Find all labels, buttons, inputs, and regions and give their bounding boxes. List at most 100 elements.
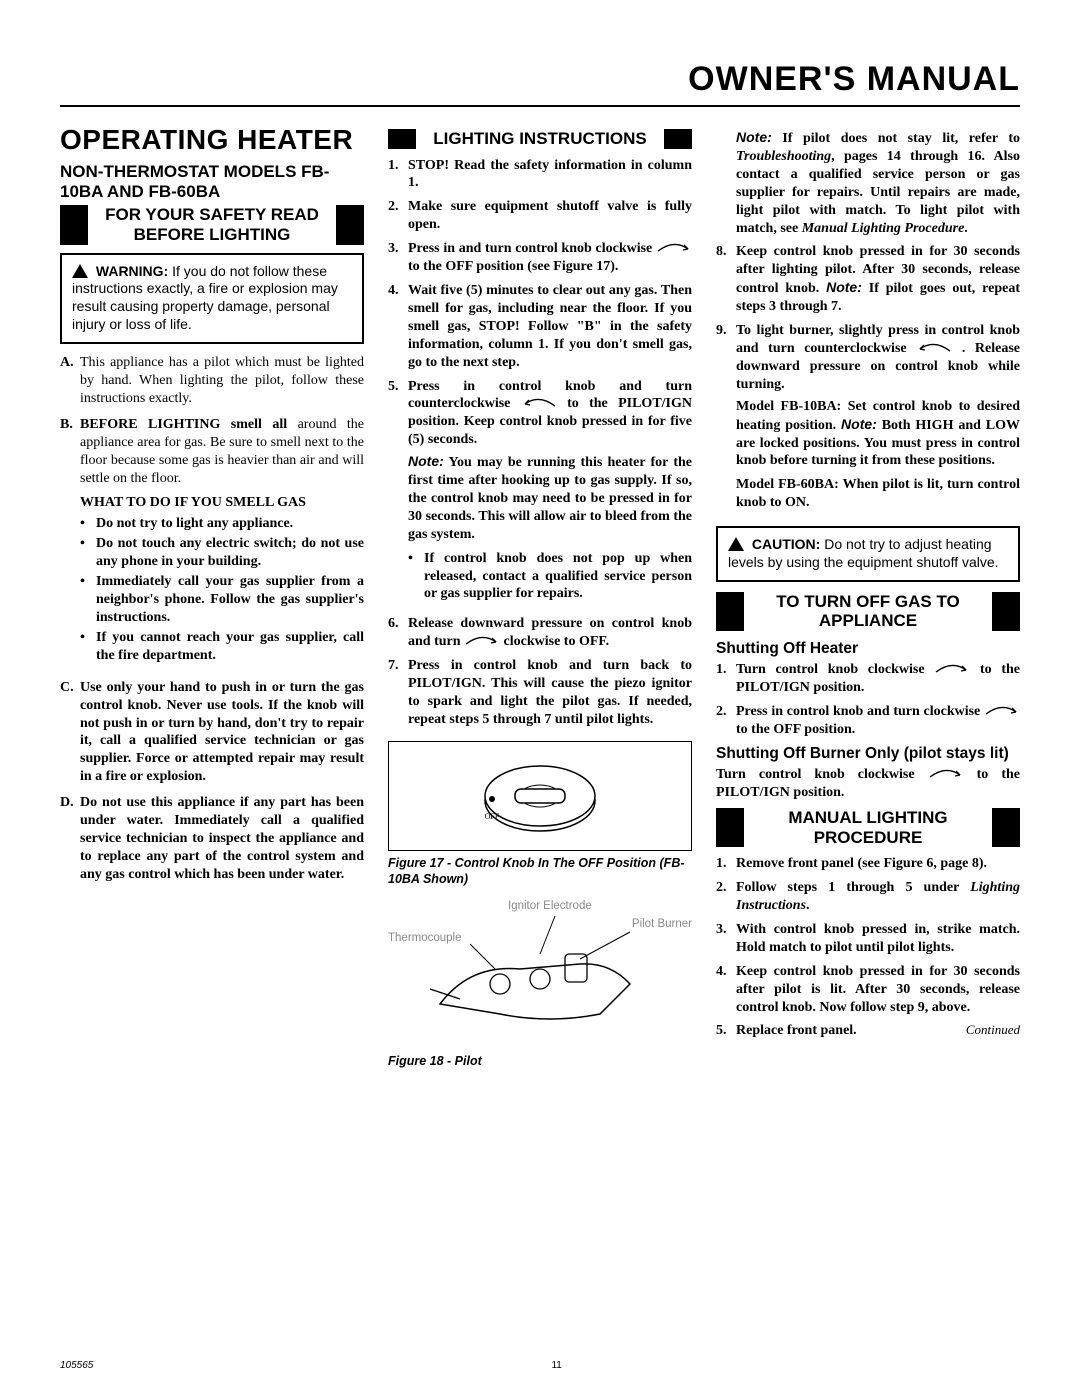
item-b-body: BEFORE LIGHTING smell all around the app… <box>80 416 364 671</box>
heading-shut-burner: Shutting Off Burner Only (pilot stays li… <box>716 744 1020 764</box>
bullet-b3: Immediately call your gas supplier from … <box>80 573 364 627</box>
item-a-text: This appliance has a pilot which must be… <box>80 354 364 408</box>
document-title: Owner's Manual <box>60 60 1020 107</box>
note-label: Note: <box>736 129 772 145</box>
step-5-text: Press in control knob and turn countercl… <box>408 379 692 448</box>
m2a: Follow steps 1 through 5 under <box>736 880 970 895</box>
warning-box: WARNING: If you do not follow these inst… <box>60 253 364 345</box>
item-b-lead: BEFORE LIGHTING smell all <box>80 417 287 432</box>
page-footer: 105565 11 <box>60 1360 1020 1371</box>
smell-gas-bullets: Do not try to light any appliance. Do no… <box>80 515 364 664</box>
shut-burner-text: Turn control knob clockwise to the PILOT… <box>716 766 1020 802</box>
figure-17-caption: Figure 17 - Control Knob In The OFF Posi… <box>388 855 692 887</box>
bullet-b3-text: Immediately call your gas supplier from … <box>96 573 364 627</box>
model2-label: Model FB-60BA: <box>736 477 839 492</box>
item-c: C.Use only your hand to push in or turn … <box>60 679 364 786</box>
step-5-bullet: If control knob does not pop up when rel… <box>408 550 692 604</box>
step-1-text: STOP! Read the safety information in col… <box>408 157 692 193</box>
arrow-cw-icon <box>928 767 964 781</box>
off2a: Press in control knob and turn clockwise <box>736 704 984 719</box>
note-label: Note: <box>841 416 877 432</box>
bullet-b4: If you cannot reach your gas supplier, c… <box>80 629 364 665</box>
column-1: OPERATING HEATER NON-THERMOSTAT MODELS F… <box>60 125 364 1077</box>
heading-operating-heater: OPERATING HEATER <box>60 125 364 154</box>
arrow-cw-icon <box>464 634 500 648</box>
off1-text: Turn control knob clockwise to the PILOT… <box>736 661 1020 697</box>
bullet-b4-text: If you cannot reach your gas supplier, c… <box>96 629 364 665</box>
m5-text: Replace front panel. <box>736 1022 857 1040</box>
step-5-bullet-text: If control knob does not pop up when rel… <box>424 550 692 604</box>
step-2-text: Make sure equipment shutoff valve is ful… <box>408 198 692 234</box>
arrow-ccw-icon <box>521 396 557 410</box>
arrow-cw-icon <box>984 704 1020 718</box>
step-8: 8. Keep control knob pressed in for 30 s… <box>716 243 1020 316</box>
heading-turnoff-band: TO TURN OFF GAS TO APPLIANCE <box>716 592 1020 631</box>
m-step-5: 5. Replace front panel. Continued <box>716 1022 1020 1040</box>
off2b: to the OFF position. <box>736 722 855 737</box>
top-note-e: . <box>964 221 968 236</box>
top-note-a: If pilot does not stay lit, refer to <box>772 131 1020 146</box>
footer-docnum: 105565 <box>60 1360 93 1371</box>
footer-pagenum: 11 <box>551 1360 561 1371</box>
bullet-b2: Do not touch any electric switch; do not… <box>80 535 364 571</box>
fig18-label-thermo: Thermocouple <box>388 931 462 946</box>
figure-17: OFF <box>388 741 692 851</box>
shutoff-steps: 1. Turn control knob clockwise to the PI… <box>716 661 1020 739</box>
step-3b: to the OFF position (see Figure 17). <box>408 259 618 274</box>
item-c-text: Use only your hand to push in or turn th… <box>80 679 364 786</box>
heading-safety-band: FOR YOUR SAFETY READ BEFORE LIGHTING <box>60 205 364 244</box>
safety-letter-list: A.This appliance has a pilot which must … <box>60 354 364 883</box>
item-b: B. BEFORE LIGHTING smell all around the … <box>60 416 364 671</box>
step-6: 6. Release downward pressure on control … <box>388 615 692 651</box>
caution-label: CAUTION: <box>752 536 820 552</box>
item-a: A.This appliance has a pilot which must … <box>60 354 364 408</box>
what-to-do-heading: WHAT TO DO IF YOU SMELL GAS <box>80 494 364 512</box>
m5-row: Replace front panel. Continued <box>736 1022 1020 1040</box>
warning-triangle-icon <box>72 264 88 278</box>
off2-text: Press in control knob and turn clockwise… <box>736 703 1020 739</box>
manual-steps: 1.Remove front panel (see Figure 6, page… <box>716 855 1020 1040</box>
step-5-body: Press in control knob and turn countercl… <box>408 378 692 610</box>
m3-text: With control knob pressed in, strike mat… <box>736 921 1020 957</box>
step-5-note-text: You may be running this heater for the f… <box>408 455 692 542</box>
step-9-model1: Model FB-10BA: Set control knob to desir… <box>736 398 1020 471</box>
step-9: 9. To light burner, slightly press in co… <box>716 322 1020 518</box>
top-note: Note: If pilot does not stay lit, refer … <box>716 129 1020 237</box>
step-5-note: Note: You may be running this heater for… <box>408 453 692 544</box>
m-step-3: 3.With control knob pressed in, strike m… <box>716 921 1020 957</box>
m-step-1: 1.Remove front panel (see Figure 6, page… <box>716 855 1020 873</box>
step-7: 7.Press in control knob and turn back to… <box>388 657 692 729</box>
arrow-ccw-icon <box>916 341 952 355</box>
model1-label: Model FB-10BA: <box>736 399 841 414</box>
arrow-cw-icon <box>656 241 692 255</box>
continued-label: Continued <box>966 1022 1020 1040</box>
off1a: Turn control knob clockwise <box>736 662 934 677</box>
step-4-text: Wait five (5) minutes to clear out any g… <box>408 282 692 372</box>
note-label: Note: <box>826 279 862 295</box>
bullet-b1-text: Do not try to light any appliance. <box>96 515 293 533</box>
lighting-steps-cont: 8. Keep control knob pressed in for 30 s… <box>716 243 1020 518</box>
bullet-b1: Do not try to light any appliance. <box>80 515 364 533</box>
heading-shut-heater: Shutting Off Heater <box>716 639 1020 659</box>
m-step-4: 4.Keep control knob pressed in for 30 se… <box>716 963 1020 1017</box>
step-4: 4.Wait five (5) minutes to clear out any… <box>388 282 692 372</box>
fig18-label-pilot: Pilot Burner <box>632 917 692 932</box>
step-3: 3. Press in and turn control knob clockw… <box>388 240 692 276</box>
figure-18-caption: Figure 18 - Pilot <box>388 1053 692 1069</box>
top-note-b: Troubleshooting <box>736 149 831 164</box>
svg-text:OFF: OFF <box>485 812 500 821</box>
m2c: . <box>806 898 810 913</box>
lighting-steps: 1.STOP! Read the safety information in c… <box>388 157 692 729</box>
step-5-bullets: If control knob does not pop up when rel… <box>408 550 692 604</box>
step-8-text: Keep control knob pressed in for 30 seco… <box>736 243 1020 316</box>
caution-box: CAUTION: Do not try to adjust heating le… <box>716 526 1020 582</box>
fig18-label-ignitor: Ignitor Electrode <box>508 899 592 914</box>
column-2: LIGHTING INSTRUCTIONS 1.STOP! Read the s… <box>388 125 692 1077</box>
step-7-text: Press in control knob and turn back to P… <box>408 657 692 729</box>
heading-lighting-band: LIGHTING INSTRUCTIONS <box>388 129 692 149</box>
off-step-1: 1. Turn control knob clockwise to the PI… <box>716 661 1020 697</box>
m4-text: Keep control knob pressed in for 30 seco… <box>736 963 1020 1017</box>
note-label: Note: <box>408 453 444 469</box>
content-columns: OPERATING HEATER NON-THERMOSTAT MODELS F… <box>60 125 1020 1077</box>
m2-text: Follow steps 1 through 5 under Lighting … <box>736 879 1020 915</box>
